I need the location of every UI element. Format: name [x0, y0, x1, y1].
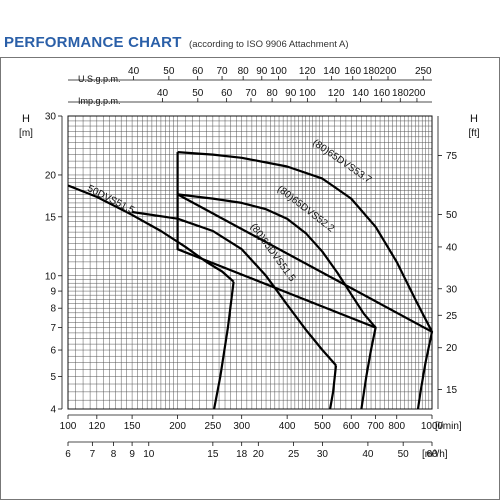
bottom-tick-label: 120 — [88, 421, 105, 432]
top-tick-label: 100 — [270, 66, 287, 77]
bottom-tick-label: 800 — [388, 421, 405, 432]
top-tick-label: 120 — [299, 66, 316, 77]
right-tick-label: 25 — [446, 311, 458, 322]
left-tick-label: 30 — [45, 112, 57, 123]
bottom2-tick-label: 18 — [236, 449, 248, 460]
top-tick-label: 90 — [256, 66, 268, 77]
bottom-tick-label: 200 — [169, 421, 186, 432]
chart-title-block: PERFORMANCE CHART (according to ISO 9906… — [4, 34, 349, 52]
top-tick-label: 90 — [285, 88, 297, 99]
left-tick-label: 20 — [45, 170, 57, 181]
left-tick-label: 8 — [50, 304, 56, 315]
chart-title: PERFORMANCE CHART — [4, 34, 182, 51]
top-tick-label: 60 — [192, 66, 204, 77]
right-tick-label: 40 — [446, 242, 458, 253]
bottom-tick-label: 400 — [279, 421, 296, 432]
bottom2-tick-label: 40 — [362, 449, 374, 460]
bottom-axis-label: [l/min] — [435, 421, 462, 432]
bottom-tick-label: 100 — [60, 421, 77, 432]
left-tick-label: 5 — [50, 372, 56, 383]
right-axis-unit: [ft] — [468, 128, 479, 139]
top-tick-label: 120 — [328, 88, 345, 99]
limit-1 — [329, 365, 338, 410]
top-axis-label: U.S.g.p.m. — [78, 74, 121, 84]
top-tick-label: 140 — [323, 66, 340, 77]
chart-subtitle: (according to ISO 9906 Attachment A) — [189, 39, 349, 50]
bottom2-tick-label: 30 — [317, 449, 329, 460]
top-tick-label: 100 — [299, 88, 316, 99]
top-tick-label: 50 — [163, 66, 175, 77]
top-tick-label: 180 — [392, 88, 409, 99]
series-label-1: (80)65DVS51.5 — [248, 222, 298, 284]
right-axis-label: H — [470, 113, 478, 125]
bottom-tick-label: 300 — [233, 421, 250, 432]
left-tick-label: 6 — [50, 346, 56, 357]
top-tick-label: 180 — [363, 66, 380, 77]
bottom2-tick-label: 50 — [398, 449, 410, 460]
bottom-tick-label: 600 — [343, 421, 360, 432]
bottom-tick-label: 500 — [314, 421, 331, 432]
bottom-tick-label: 150 — [124, 421, 141, 432]
curves — [67, 151, 434, 410]
series-label-0: 50DVS51.5 — [85, 183, 136, 216]
right-tick-label: 75 — [446, 151, 458, 162]
top-tick-label: 200 — [380, 66, 397, 77]
top-tick-label: 60 — [221, 88, 233, 99]
right-tick-label: 20 — [446, 343, 458, 354]
left-tick-label: 9 — [50, 287, 56, 298]
curve-1 — [131, 210, 337, 367]
top-tick-label: 80 — [238, 66, 250, 77]
limit-2 — [176, 194, 377, 410]
top-tick-label: 160 — [373, 88, 390, 99]
bottom2-tick-label: 6 — [65, 449, 71, 460]
top-tick-label: 50 — [192, 88, 204, 99]
plot-border — [67, 115, 433, 410]
bottom2-tick-label: 20 — [253, 449, 265, 460]
bottom-tick-label: 250 — [205, 421, 222, 432]
curve-2 — [177, 193, 377, 329]
left-tick-label: 10 — [45, 271, 57, 282]
right-tick-label: 15 — [446, 385, 458, 396]
top-tick-label: 80 — [267, 88, 279, 99]
left-tick-label: 15 — [45, 212, 57, 223]
bottom2-tick-label: 9 — [129, 449, 135, 460]
bottom2-axis-label: [m³/h] — [422, 449, 448, 460]
limit-3 — [176, 152, 434, 410]
bottom2-tick-label: 25 — [288, 449, 300, 460]
axes: 4 5 6 7 8 9 10 15 20 30 H [m] 15 20 25 30 40 50 75 H [ft] 40 5… — [19, 66, 480, 460]
bottom-tick-label: 700 — [367, 421, 384, 432]
top-tick-label: 250 — [415, 66, 432, 77]
grid — [67, 115, 433, 410]
top-tick-label: 140 — [352, 88, 369, 99]
limit-0 — [213, 281, 235, 410]
bottom2-tick-label: 15 — [207, 449, 219, 460]
top-tick-label: 160 — [344, 66, 361, 77]
top-tick-label: 70 — [216, 66, 228, 77]
top-tick-label: 40 — [128, 66, 140, 77]
top-axis-label: Imp.g.p.m. — [78, 96, 121, 106]
left-tick-label: 7 — [50, 323, 56, 334]
bottom2-tick-label: 60 — [426, 449, 438, 460]
top-tick-label: 40 — [157, 88, 169, 99]
left-tick-label: 4 — [50, 405, 56, 416]
top-tick-label: 70 — [245, 88, 257, 99]
top-tick-label: 200 — [409, 88, 426, 99]
left-axis-label: H — [22, 113, 30, 125]
bottom2-tick-label: 7 — [90, 449, 96, 460]
curve-0 — [67, 184, 235, 283]
right-tick-label: 30 — [446, 284, 458, 295]
left-axis-unit: [m] — [19, 128, 33, 139]
bottom2-tick-label: 10 — [143, 449, 155, 460]
bottom2-tick-label: 8 — [111, 449, 117, 460]
curve-3 — [177, 151, 433, 333]
right-tick-label: 50 — [446, 210, 458, 221]
bottom-tick-label: 1000 — [421, 421, 444, 432]
